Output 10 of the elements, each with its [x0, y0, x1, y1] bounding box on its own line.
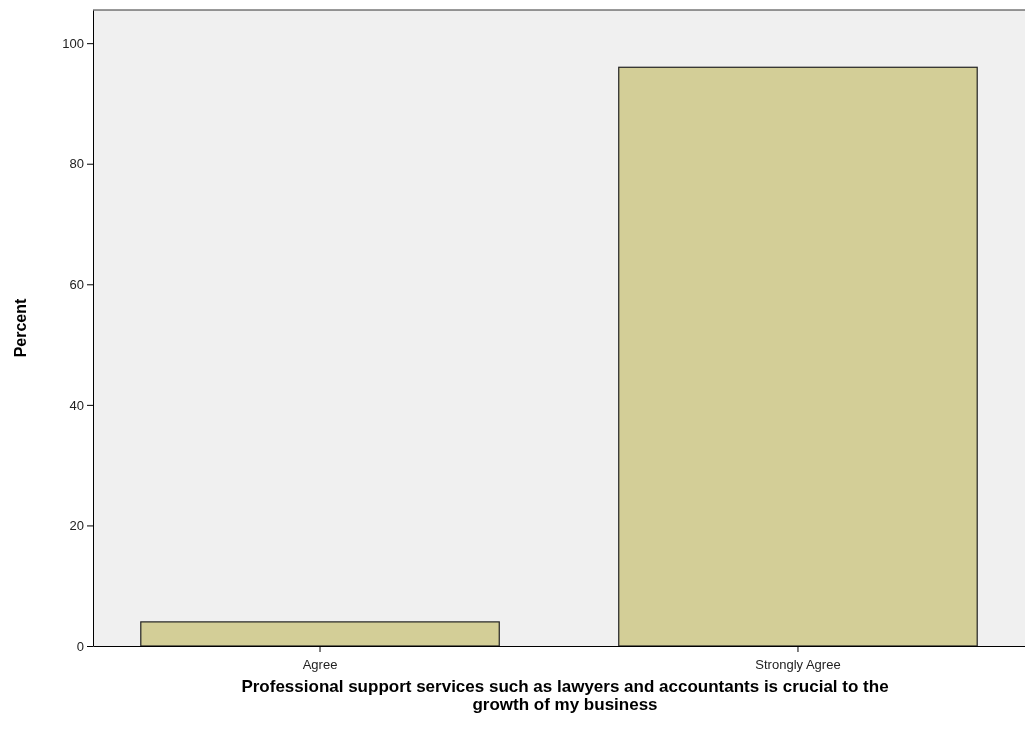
x-tick-label: Agree	[302, 657, 338, 673]
y-tick-label: 40	[69, 397, 84, 413]
y-tick-label: 20	[69, 518, 84, 534]
y-tick-label: 0	[76, 638, 84, 654]
x-axis-title: Professional support services such as lawyers and accountants is crucial to the growth of my business	[241, 677, 889, 714]
x-tick-label: Strongly Agree	[755, 657, 841, 673]
y-tick-label: 60	[69, 276, 84, 292]
y-tick-label: 100	[62, 35, 84, 51]
y-axis-title: Percent	[12, 297, 29, 358]
y-tick-label: 80	[69, 156, 84, 172]
